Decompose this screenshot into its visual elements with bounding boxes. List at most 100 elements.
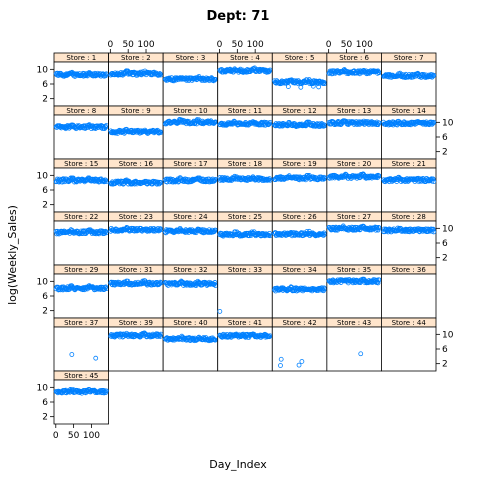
panel-14: Store : 14 2 6 10 [381, 105, 454, 160]
panel-strip-label: Store : 39 [119, 319, 153, 327]
data-point [199, 121, 205, 126]
y-tick-label: 10 [442, 118, 454, 128]
data-point [431, 119, 437, 125]
panel-plot-area [271, 326, 328, 372]
data-point [185, 179, 191, 185]
x-tick-label: 0 [326, 40, 332, 50]
panel-plot-area [108, 114, 164, 160]
panel-20: Store : 20 [326, 158, 382, 213]
data-point [430, 176, 436, 182]
data-point [430, 73, 436, 79]
data-point [278, 363, 283, 368]
panel-strip-label: Store : 9 [121, 107, 151, 115]
x-tick-label: 50 [68, 431, 80, 441]
panel-strip-label: Store : 44 [392, 319, 427, 327]
data-point [430, 226, 436, 232]
data-point [431, 179, 437, 184]
x-tick-label: 50 [341, 40, 353, 50]
panel-22: Store : 22 [53, 211, 109, 266]
panel-plot-area [162, 167, 219, 213]
y-tick-label: 10 [37, 171, 49, 181]
panel-strip-label: Store : 19 [282, 160, 316, 168]
data-point [212, 177, 218, 183]
panel-strip-label: Store : 17 [173, 160, 207, 168]
panel-plot-area [53, 61, 109, 107]
panel-strip-label: Store : 14 [392, 107, 427, 115]
y-tick-label: 6 [42, 398, 48, 408]
panel-plot-area [53, 167, 109, 213]
panel-18: Store : 18 [217, 158, 273, 213]
panel-strip-label: Store : 16 [119, 160, 154, 168]
data-point [102, 229, 108, 235]
data-point [358, 351, 364, 357]
panel-plot-area [217, 273, 273, 319]
panel-strip-label: Store : 36 [392, 266, 427, 274]
panel-strip-label: Store : 23 [119, 213, 153, 221]
x-tick-label: 100 [356, 40, 373, 50]
panel-4: Store : 4 0 50 100 [217, 40, 273, 107]
panel-10: Store : 10 [162, 105, 219, 160]
y-tick-label: 2 [442, 148, 448, 158]
panel-strip-label: Store : 22 [64, 213, 98, 221]
y-tick-label: 6 [442, 345, 448, 355]
y-tick-label: 6 [442, 239, 448, 249]
panel-strip-label: Store : 5 [285, 54, 315, 62]
panel-25: Store : 25 [217, 211, 273, 266]
y-tick-label: 10 [37, 65, 49, 75]
y-tick-label: 6 [442, 133, 448, 143]
panel-strip-label: Store : 34 [282, 266, 317, 274]
y-axis-label: log(Weekly_Sales) [6, 205, 19, 305]
y-tick-label: 2 [42, 201, 48, 211]
panel-strip-label: Store : 25 [228, 213, 262, 221]
panel-plot-area [271, 220, 328, 266]
data-point [261, 119, 267, 125]
panel-plot-area [326, 326, 382, 372]
panel-39: Store : 41 [217, 317, 273, 372]
panel-strip-label: Store : 26 [282, 213, 317, 221]
y-tick-label: 10 [37, 277, 49, 287]
panel-31: Store : 32 [162, 264, 219, 319]
data-point [318, 123, 324, 129]
panel-strip-label: Store : 41 [228, 319, 262, 327]
x-tick-label: 0 [53, 431, 59, 441]
panel-24: Store : 24 [162, 211, 219, 266]
panel-plot-area [108, 167, 164, 213]
x-tick-label: 50 [232, 40, 244, 50]
panel-15: Store : 15 2 6 10 [37, 158, 109, 213]
panel-11: Store : 11 [217, 105, 273, 160]
data-point [316, 84, 322, 90]
panel-strip-label: Store : 35 [337, 266, 371, 274]
panel-32: Store : 33 [217, 264, 273, 319]
data-point [69, 352, 75, 357]
panel-strip-label: Store : 11 [228, 107, 262, 115]
panel-plot-area [381, 61, 437, 107]
panel-36: Store : 37 [53, 317, 109, 372]
panel-plot-area [162, 326, 219, 372]
x-axis-label: Day_Index [209, 458, 267, 471]
panel-strip-label: Store : 13 [337, 107, 371, 115]
data-point [296, 362, 302, 368]
y-tick-label: 10 [442, 224, 454, 234]
panel-26: Store : 26 [271, 211, 328, 266]
panel-strip-label: Store : 2 [121, 54, 151, 62]
panel-strip-label: Store : 21 [392, 160, 426, 168]
panel-strip-label: Store : 29 [64, 266, 98, 274]
panel-strip-label: Store : 31 [119, 266, 153, 274]
data-point [205, 230, 211, 235]
panel-12: Store : 12 [271, 105, 328, 160]
y-tick-label: 2 [42, 307, 48, 317]
panel-strip-label: Store : 32 [173, 266, 207, 274]
panel-strip-label: Store : 4 [230, 54, 260, 62]
data-point [199, 227, 205, 233]
panel-17: Store : 17 [162, 158, 219, 213]
y-tick-label: 2 [442, 360, 448, 370]
data-point [278, 356, 284, 362]
panel-plot-area [217, 220, 273, 266]
panel-42: Store : 44 2 6 10 [381, 317, 454, 372]
data-point [321, 176, 326, 182]
data-point [310, 83, 316, 89]
panel-plot-area [53, 220, 109, 266]
data-point [157, 71, 163, 76]
